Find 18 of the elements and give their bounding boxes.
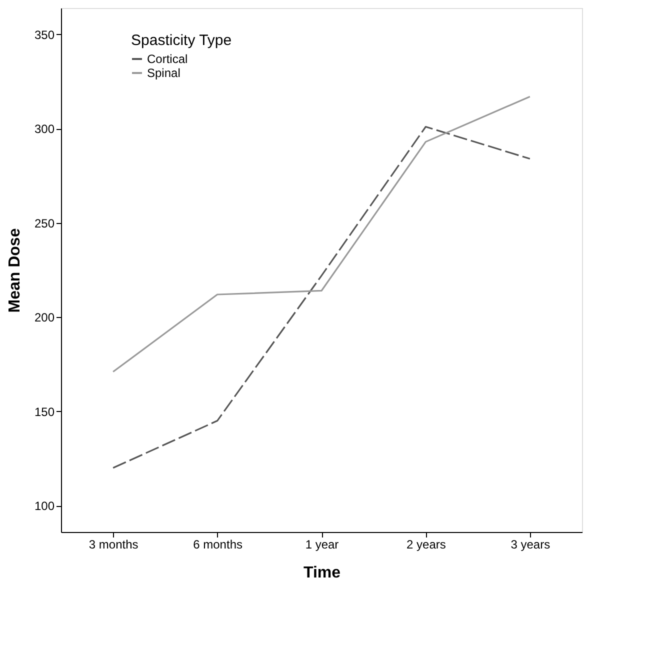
y-tick-label: 350	[34, 28, 55, 42]
y-tick-label: 250	[34, 216, 55, 230]
x-tick-label: 6 months	[193, 538, 242, 552]
legend-label: Cortical	[147, 52, 188, 66]
x-tick-label: 1 year	[305, 538, 339, 552]
x-axis-title: Time	[303, 564, 341, 582]
x-tick-label: 3 years	[510, 538, 550, 552]
x-tick-label: 3 months	[88, 538, 138, 552]
line-series	[112, 126, 531, 469]
legend-label: Spinal	[147, 66, 180, 80]
y-tick-label: 200	[34, 310, 55, 325]
y-tick-label: 150	[34, 404, 55, 419]
line-series	[112, 96, 531, 373]
y-tick-label: 100	[34, 499, 55, 514]
x-tick-label: 2 years	[406, 538, 446, 552]
y-axis-title: Mean Dose	[6, 228, 24, 313]
legend-title: Spasticity Type	[131, 32, 232, 49]
y-tick-label: 300	[34, 122, 55, 136]
